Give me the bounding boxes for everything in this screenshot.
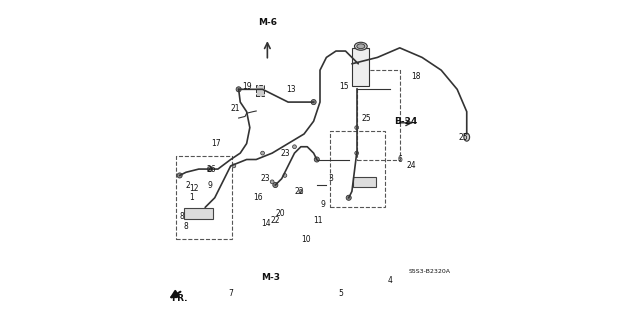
Ellipse shape xyxy=(464,133,470,141)
Text: FR.: FR. xyxy=(172,294,188,303)
Bar xyxy=(330,131,385,207)
Circle shape xyxy=(292,145,296,149)
Text: 22: 22 xyxy=(271,216,280,225)
Bar xyxy=(177,156,232,239)
Text: 23: 23 xyxy=(280,149,290,158)
Text: 25: 25 xyxy=(362,114,371,122)
Text: 23: 23 xyxy=(261,174,271,183)
Text: 1: 1 xyxy=(189,193,194,202)
Circle shape xyxy=(299,189,303,193)
Circle shape xyxy=(270,180,274,184)
Text: 6: 6 xyxy=(397,155,402,164)
Bar xyxy=(184,208,213,219)
Text: 26: 26 xyxy=(207,165,216,174)
Text: S5S3-B2320A: S5S3-B2320A xyxy=(409,269,451,274)
Text: 18: 18 xyxy=(411,72,420,81)
Bar xyxy=(356,70,400,160)
Circle shape xyxy=(236,87,241,92)
Circle shape xyxy=(232,164,236,168)
Text: 9: 9 xyxy=(207,181,212,189)
Circle shape xyxy=(273,182,278,188)
Text: 24: 24 xyxy=(406,161,416,170)
Bar xyxy=(352,48,369,86)
Circle shape xyxy=(355,126,358,130)
Text: 12: 12 xyxy=(189,184,199,193)
Bar xyxy=(256,85,264,96)
Text: 8: 8 xyxy=(184,222,188,231)
Circle shape xyxy=(311,100,316,105)
Circle shape xyxy=(283,174,287,177)
Circle shape xyxy=(207,167,212,172)
Text: 11: 11 xyxy=(314,216,323,225)
Text: 7: 7 xyxy=(228,289,233,298)
Text: 17: 17 xyxy=(211,139,221,148)
Ellipse shape xyxy=(355,42,367,50)
Text: 22: 22 xyxy=(294,187,304,196)
Ellipse shape xyxy=(357,44,365,49)
Text: 20: 20 xyxy=(275,209,285,218)
Text: M-3: M-3 xyxy=(261,273,280,282)
Text: 21: 21 xyxy=(230,104,240,113)
Text: 13: 13 xyxy=(287,85,296,94)
Text: 4: 4 xyxy=(388,276,392,285)
Circle shape xyxy=(355,151,358,155)
Circle shape xyxy=(346,195,351,200)
Text: 14: 14 xyxy=(261,219,271,228)
Circle shape xyxy=(260,151,264,155)
Text: 3: 3 xyxy=(329,174,333,183)
Text: 15: 15 xyxy=(339,82,349,91)
Text: 10: 10 xyxy=(301,235,310,244)
Text: 8: 8 xyxy=(180,212,184,221)
Bar xyxy=(353,177,376,187)
Text: M-6: M-6 xyxy=(258,18,277,27)
Text: 5: 5 xyxy=(339,289,343,298)
Text: B-24: B-24 xyxy=(394,117,418,126)
Text: 2: 2 xyxy=(185,181,190,189)
Circle shape xyxy=(314,157,319,162)
Text: 19: 19 xyxy=(242,82,252,91)
Text: 9: 9 xyxy=(321,200,326,209)
Text: 25: 25 xyxy=(459,133,468,142)
Circle shape xyxy=(177,173,182,178)
Text: 16: 16 xyxy=(253,193,262,202)
